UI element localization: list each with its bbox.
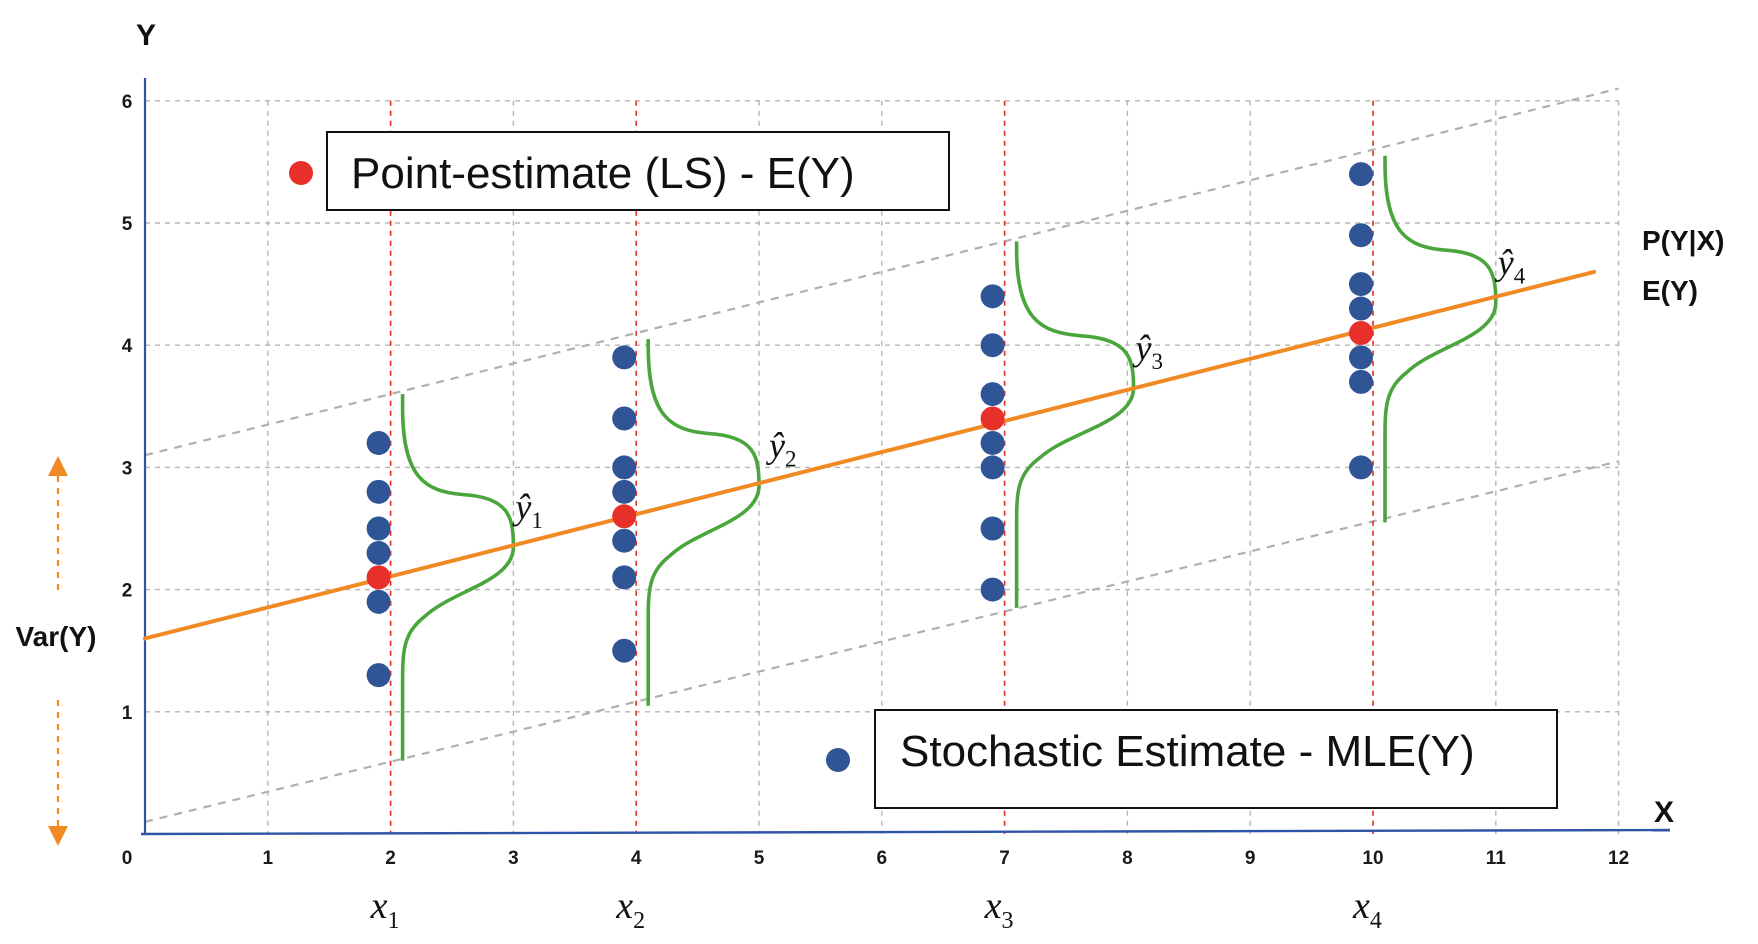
- stochastic-point: [612, 455, 637, 480]
- yhat-labels: ŷ1 ŷ2 ŷ3 ŷ4: [512, 242, 1525, 532]
- x-tick-label: 5: [754, 848, 765, 869]
- legend-stochastic: Stochastic Estimate - MLE(Y): [826, 709, 1558, 809]
- point-estimate-point: [980, 406, 1005, 431]
- expectation-label: E(Y): [1642, 275, 1698, 306]
- x-tick-label: 10: [1362, 848, 1383, 869]
- x-marker-label: x1: [370, 885, 400, 934]
- stochastic-point: [1349, 296, 1373, 321]
- arrow-down-head: [48, 826, 68, 846]
- y-tick-label: 2: [122, 581, 133, 602]
- point-estimate-point: [1349, 320, 1373, 345]
- stochastic-point: [1349, 223, 1373, 248]
- stochastic-point: [1349, 455, 1373, 480]
- x-axis-name: X: [1654, 796, 1674, 829]
- stochastic-point: [612, 406, 637, 431]
- stochastic-point: [612, 528, 637, 553]
- y-tick-label: 4: [122, 336, 133, 357]
- variance-indicator: Var(Y): [16, 456, 97, 846]
- x-marker-label: x2: [615, 885, 645, 934]
- stochastic-point: [980, 430, 1005, 455]
- variance-label: Var(Y): [16, 621, 97, 652]
- yhat-label: ŷ3: [1133, 328, 1163, 374]
- x-tick-label: 9: [1245, 848, 1256, 869]
- x-tick-labels: 0 1 2 3 4 5 6 7 8 9 10 11 12: [122, 848, 1629, 869]
- x-tick-label: 4: [631, 848, 642, 869]
- y-tick-label: 5: [122, 214, 133, 235]
- x-tick-label: 3: [508, 848, 519, 869]
- stochastic-point: [980, 382, 1005, 407]
- x-marker-label: x4: [1352, 885, 1382, 934]
- yhat-label: ŷ1: [512, 487, 542, 533]
- point-estimate-point: [366, 565, 391, 590]
- stochastic-point: [366, 430, 391, 455]
- data-points: [366, 162, 1373, 688]
- stochastic-point: [980, 284, 1005, 309]
- distribution-curve: [646, 339, 761, 706]
- stochastic-point: [1349, 272, 1373, 297]
- stochastic-point: [980, 516, 1005, 541]
- legend-point-estimate: Point-estimate (LS) - E(Y): [289, 131, 950, 211]
- axes: [140, 78, 1671, 836]
- distribution-curves: [400, 155, 1498, 761]
- x-tick-label: 12: [1608, 848, 1629, 869]
- x-tick-label: 1: [263, 848, 274, 869]
- point-estimate-marker: [289, 161, 313, 185]
- stochastic-point: [366, 479, 391, 504]
- distribution-curve: [1383, 155, 1498, 523]
- stochastic-point: [980, 333, 1005, 358]
- stochastic-point: [366, 589, 391, 614]
- stochastic-point: [366, 663, 391, 688]
- x-tick-label: 11: [1486, 848, 1507, 869]
- x-marker-label: x3: [984, 885, 1014, 934]
- x-tick-label: 0: [122, 848, 133, 869]
- stochastic-text: Stochastic Estimate - MLE(Y): [900, 727, 1475, 776]
- point-estimate-point: [612, 504, 637, 529]
- stochastic-point: [612, 479, 637, 504]
- x-axis-line: [140, 828, 1671, 836]
- y-tick-label: 6: [122, 92, 133, 113]
- legend-box: [326, 131, 950, 211]
- arrow-up-head: [48, 456, 68, 476]
- x-markers: x1 x2 x3 x4: [370, 885, 1382, 934]
- regression-line-path: [143, 269, 1597, 641]
- distribution-curve: [1014, 241, 1136, 608]
- x-tick-label: 2: [385, 848, 396, 869]
- distribution-curve: [400, 394, 516, 761]
- stochastic-point: [980, 455, 1005, 480]
- x-tick-label: 7: [999, 848, 1010, 869]
- y-tick-label: 3: [122, 458, 133, 479]
- legend-box: [874, 709, 1558, 809]
- stochastic-point: [1349, 162, 1373, 187]
- x-tick-label: 6: [877, 848, 888, 869]
- yhat-label: ŷ4: [1495, 242, 1526, 288]
- y-tick-label: 1: [122, 703, 133, 724]
- stochastic-point: [612, 345, 637, 370]
- stochastic-point: [612, 638, 637, 663]
- yhat-label: ŷ2: [766, 426, 796, 472]
- stochastic-point: [366, 540, 391, 565]
- y-tick-labels: 1 2 3 4 5 6: [122, 92, 133, 724]
- x-tick-label: 8: [1122, 848, 1133, 869]
- stochastic-point: [980, 577, 1005, 602]
- bound-line: [144, 87, 1619, 457]
- y-axis-name: Y: [136, 19, 156, 52]
- conditional-label: P(Y|X): [1642, 225, 1725, 256]
- stochastic-point: [612, 565, 637, 590]
- stochastic-point: [1349, 369, 1373, 394]
- regression-line: [143, 269, 1597, 641]
- stochastic-point: [1349, 345, 1373, 370]
- point-estimate-text: Point-estimate (LS) - E(Y): [351, 149, 855, 198]
- stochastic-marker: [826, 748, 850, 772]
- stochastic-point: [366, 516, 391, 541]
